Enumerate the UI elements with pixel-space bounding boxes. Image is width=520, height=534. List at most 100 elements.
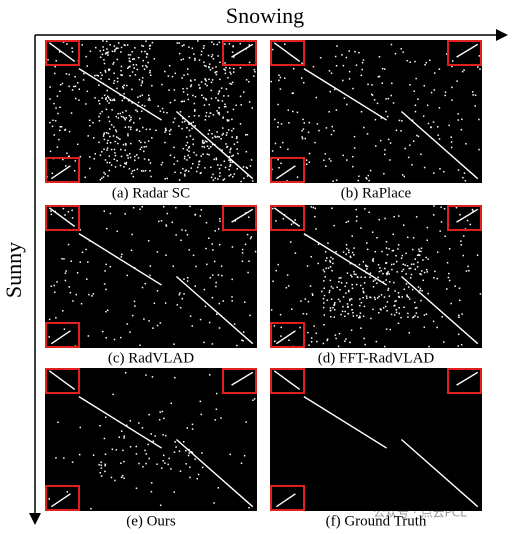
noise-dot bbox=[214, 135, 216, 138]
noise-dot bbox=[159, 322, 162, 324]
noise-dot bbox=[302, 312, 305, 315]
noise-dot bbox=[141, 80, 144, 82]
noise-dot bbox=[355, 220, 358, 222]
noise-dot bbox=[103, 148, 105, 150]
noise-dot bbox=[185, 449, 187, 452]
noise-dot bbox=[159, 110, 162, 112]
noise-dot bbox=[342, 296, 345, 298]
noise-dot bbox=[355, 283, 358, 286]
noise-dot bbox=[149, 74, 152, 77]
noise-dot bbox=[144, 170, 147, 172]
noise-dot bbox=[135, 154, 138, 156]
noise-dot bbox=[400, 130, 402, 132]
noise-dot bbox=[408, 332, 411, 334]
noise-dot bbox=[200, 81, 203, 83]
noise-dot bbox=[414, 268, 417, 271]
noise-dot bbox=[304, 137, 307, 140]
noise-dot bbox=[178, 125, 180, 127]
noise-dot bbox=[54, 120, 57, 122]
noise-dot bbox=[164, 462, 166, 464]
noise-dot bbox=[198, 160, 201, 163]
noise-dot bbox=[417, 135, 420, 138]
noise-dot bbox=[474, 105, 476, 107]
noise-dot bbox=[170, 128, 172, 131]
noise-dot bbox=[228, 156, 231, 158]
noise-dot bbox=[381, 250, 383, 253]
noise-dot bbox=[241, 252, 244, 254]
noise-dot bbox=[278, 74, 280, 76]
noise-dot bbox=[436, 326, 438, 329]
noise-dot bbox=[334, 334, 337, 336]
noise-dot bbox=[134, 47, 136, 49]
noise-dot bbox=[467, 265, 469, 268]
noise-dot bbox=[414, 307, 417, 309]
noise-dot bbox=[58, 138, 60, 141]
noise-dot bbox=[448, 272, 450, 275]
noise-dot bbox=[432, 320, 435, 323]
noise-dot bbox=[215, 97, 217, 99]
noise-dot bbox=[194, 95, 197, 98]
noise-dot bbox=[214, 71, 216, 74]
noise-dot bbox=[50, 213, 53, 216]
noise-dot bbox=[198, 115, 200, 117]
noise-dot bbox=[332, 258, 334, 260]
noise-dot bbox=[78, 453, 81, 456]
noise-dot bbox=[188, 452, 191, 454]
noise-dot bbox=[188, 156, 191, 159]
noise-dot bbox=[85, 248, 87, 251]
noise-dot bbox=[243, 454, 246, 457]
noise-dot bbox=[66, 152, 68, 155]
noise-dot bbox=[162, 434, 164, 436]
noise-dot bbox=[152, 440, 155, 443]
noise-dot bbox=[162, 205, 165, 208]
noise-dot bbox=[181, 77, 183, 79]
noise-dot bbox=[308, 152, 311, 155]
noise-dot bbox=[85, 103, 87, 105]
noise-dot bbox=[333, 303, 336, 306]
noise-dot bbox=[384, 217, 386, 220]
noise-dot bbox=[145, 128, 148, 131]
noise-dot bbox=[206, 263, 208, 266]
noise-dot bbox=[148, 320, 150, 322]
noise-dot bbox=[333, 224, 335, 227]
noise-dot bbox=[55, 60, 58, 62]
noise-dot bbox=[249, 314, 251, 317]
noise-dot bbox=[477, 66, 479, 68]
noise-dot bbox=[116, 77, 119, 80]
noise-dot bbox=[414, 110, 417, 113]
noise-dot bbox=[63, 457, 65, 459]
noise-dot bbox=[149, 99, 151, 101]
noise-dot bbox=[463, 69, 465, 71]
noise-dot bbox=[188, 123, 190, 125]
noise-dot bbox=[139, 117, 141, 120]
noise-dot bbox=[131, 102, 133, 104]
noise-dot bbox=[325, 165, 327, 168]
noise-dot bbox=[389, 142, 392, 144]
noise-dot bbox=[60, 126, 63, 128]
noise-dot bbox=[217, 164, 219, 166]
noise-dot bbox=[146, 66, 148, 68]
noise-dot bbox=[195, 154, 198, 156]
noise-dot bbox=[113, 45, 116, 47]
noise-dot bbox=[395, 300, 397, 302]
noise-dot bbox=[398, 296, 401, 298]
highlight-box bbox=[447, 205, 482, 231]
noise-dot bbox=[203, 61, 205, 63]
noise-dot bbox=[247, 271, 249, 274]
diagonal bbox=[231, 208, 254, 223]
noise-dot bbox=[432, 214, 435, 216]
noise-dot bbox=[142, 45, 145, 47]
noise-dot bbox=[294, 252, 297, 254]
noise-dot bbox=[190, 122, 193, 124]
noise-dot bbox=[248, 101, 251, 103]
noise-dot bbox=[214, 177, 217, 179]
noise-dot bbox=[98, 102, 101, 105]
noise-dot bbox=[397, 244, 400, 246]
noise-dot bbox=[118, 436, 120, 438]
noise-dot bbox=[352, 165, 354, 168]
diagonal bbox=[78, 68, 162, 121]
noise-dot bbox=[434, 270, 436, 273]
noise-dot bbox=[378, 311, 380, 314]
noise-dot bbox=[71, 217, 74, 219]
noise-dot bbox=[386, 115, 389, 118]
